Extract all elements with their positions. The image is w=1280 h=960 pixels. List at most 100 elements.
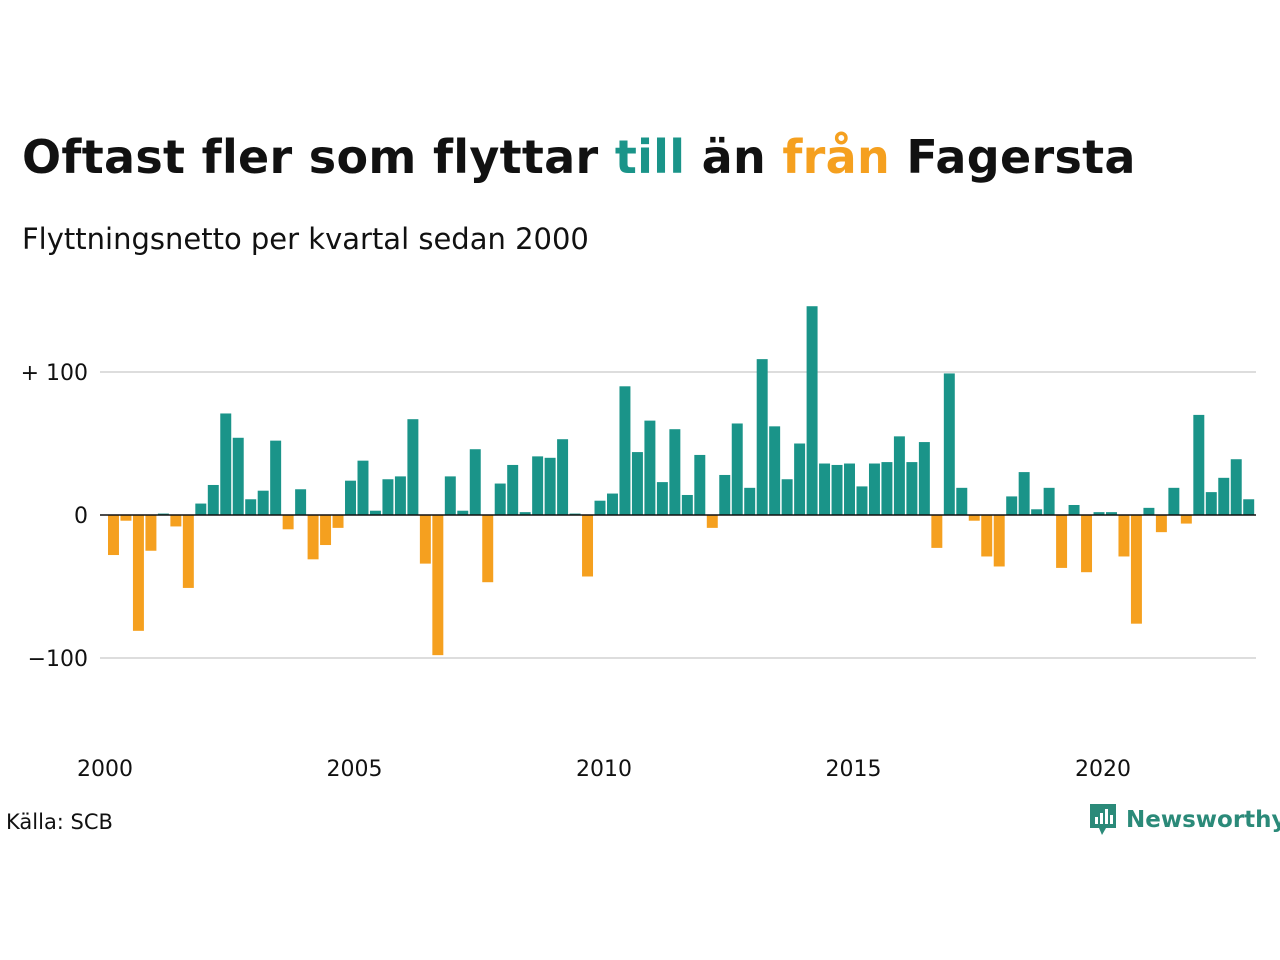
- bar: [644, 420, 656, 515]
- bar: [357, 460, 369, 515]
- brand-name: Newsworthy: [1126, 807, 1280, 833]
- bar: [831, 464, 843, 515]
- bar: [706, 515, 718, 528]
- bar: [769, 426, 781, 515]
- bar: [207, 484, 219, 515]
- bar: [1031, 509, 1043, 515]
- bar: [993, 515, 1005, 567]
- title-part-start: Oftast fler som flyttar: [22, 130, 615, 184]
- bar: [1143, 507, 1155, 515]
- bar: [145, 515, 157, 551]
- bar: [594, 500, 606, 515]
- x-tick-label: 2015: [826, 757, 882, 782]
- bar: [719, 474, 731, 515]
- bar: [407, 419, 419, 515]
- bar: [806, 306, 818, 515]
- bar: [1081, 515, 1093, 573]
- bar: [1168, 487, 1180, 515]
- y-tick-label: + 100: [21, 361, 88, 386]
- x-tick-label: 2020: [1075, 757, 1131, 782]
- bar: [968, 515, 980, 521]
- bar: [1043, 487, 1055, 515]
- chart-subtitle: Flyttningsnetto per kvartal sedan 2000: [22, 222, 589, 256]
- bar: [307, 515, 319, 560]
- bar: [681, 494, 693, 515]
- bar: [918, 442, 930, 515]
- bar: [519, 512, 531, 515]
- bar: [981, 515, 993, 557]
- bar: [931, 515, 943, 548]
- bar: [532, 456, 544, 515]
- bar: [906, 462, 918, 515]
- bar: [457, 510, 469, 515]
- bar: [1118, 515, 1130, 557]
- bar: [182, 515, 194, 588]
- y-tick-label: 0: [74, 504, 88, 529]
- source-note: Källa: SCB: [6, 810, 113, 834]
- bar: [320, 515, 332, 546]
- bar: [582, 515, 594, 577]
- bar: [295, 489, 307, 515]
- bar: [494, 483, 506, 515]
- bar: [419, 515, 431, 564]
- bar: [1155, 515, 1167, 533]
- bar: [1243, 499, 1255, 515]
- bar: [844, 463, 855, 515]
- bar: [108, 515, 119, 556]
- bar: [1205, 492, 1217, 515]
- bar: [432, 515, 444, 656]
- bar: [943, 373, 955, 515]
- bar: [893, 436, 905, 515]
- chart-title: Oftast fler som flyttar till än från Fag…: [22, 130, 1136, 184]
- bar: [257, 490, 269, 515]
- bar: [956, 487, 968, 515]
- bar: [382, 479, 394, 515]
- bar: [619, 386, 631, 515]
- bar: [482, 515, 494, 583]
- bar: [132, 515, 144, 631]
- bar: [120, 515, 132, 521]
- bar: [195, 503, 207, 515]
- bar: [444, 476, 456, 515]
- bar: [394, 476, 406, 515]
- chart-bubble-icon: [1090, 804, 1116, 835]
- x-tick-label: 2005: [327, 757, 383, 782]
- bar: [781, 479, 793, 515]
- bar: [1056, 515, 1068, 568]
- bar: [1006, 496, 1018, 515]
- bar: [868, 463, 880, 515]
- bar: [1093, 512, 1105, 515]
- bar: [819, 463, 831, 515]
- bar: [369, 510, 381, 515]
- bar: [669, 429, 681, 515]
- title-part-middle: än: [685, 130, 783, 184]
- bar: [631, 452, 643, 515]
- bar: [232, 437, 244, 515]
- title-word-fran: från: [782, 130, 891, 184]
- bar: [881, 462, 893, 515]
- bar: [731, 423, 743, 515]
- bar: [1106, 512, 1117, 515]
- bar: [469, 449, 481, 515]
- bar: [507, 464, 519, 515]
- bar: [345, 480, 356, 515]
- bar: [1018, 472, 1030, 515]
- x-tick-label: 2010: [576, 757, 632, 782]
- bar: [544, 457, 556, 515]
- title-word-till: till: [614, 130, 686, 184]
- bar: [744, 487, 756, 515]
- bar: [245, 499, 257, 515]
- bar: [220, 413, 232, 515]
- bar: [270, 440, 282, 515]
- bar: [1230, 459, 1242, 515]
- bar: [1180, 515, 1192, 524]
- bar: [1193, 414, 1205, 515]
- bar: [282, 515, 294, 530]
- bar: [694, 454, 706, 515]
- x-tick-label: 2000: [77, 757, 133, 782]
- bar: [856, 486, 868, 515]
- bar: [557, 439, 569, 515]
- newsworthy-logo[interactable]: Newsworthy: [1088, 802, 1280, 838]
- y-tick-label: −100: [28, 647, 88, 672]
